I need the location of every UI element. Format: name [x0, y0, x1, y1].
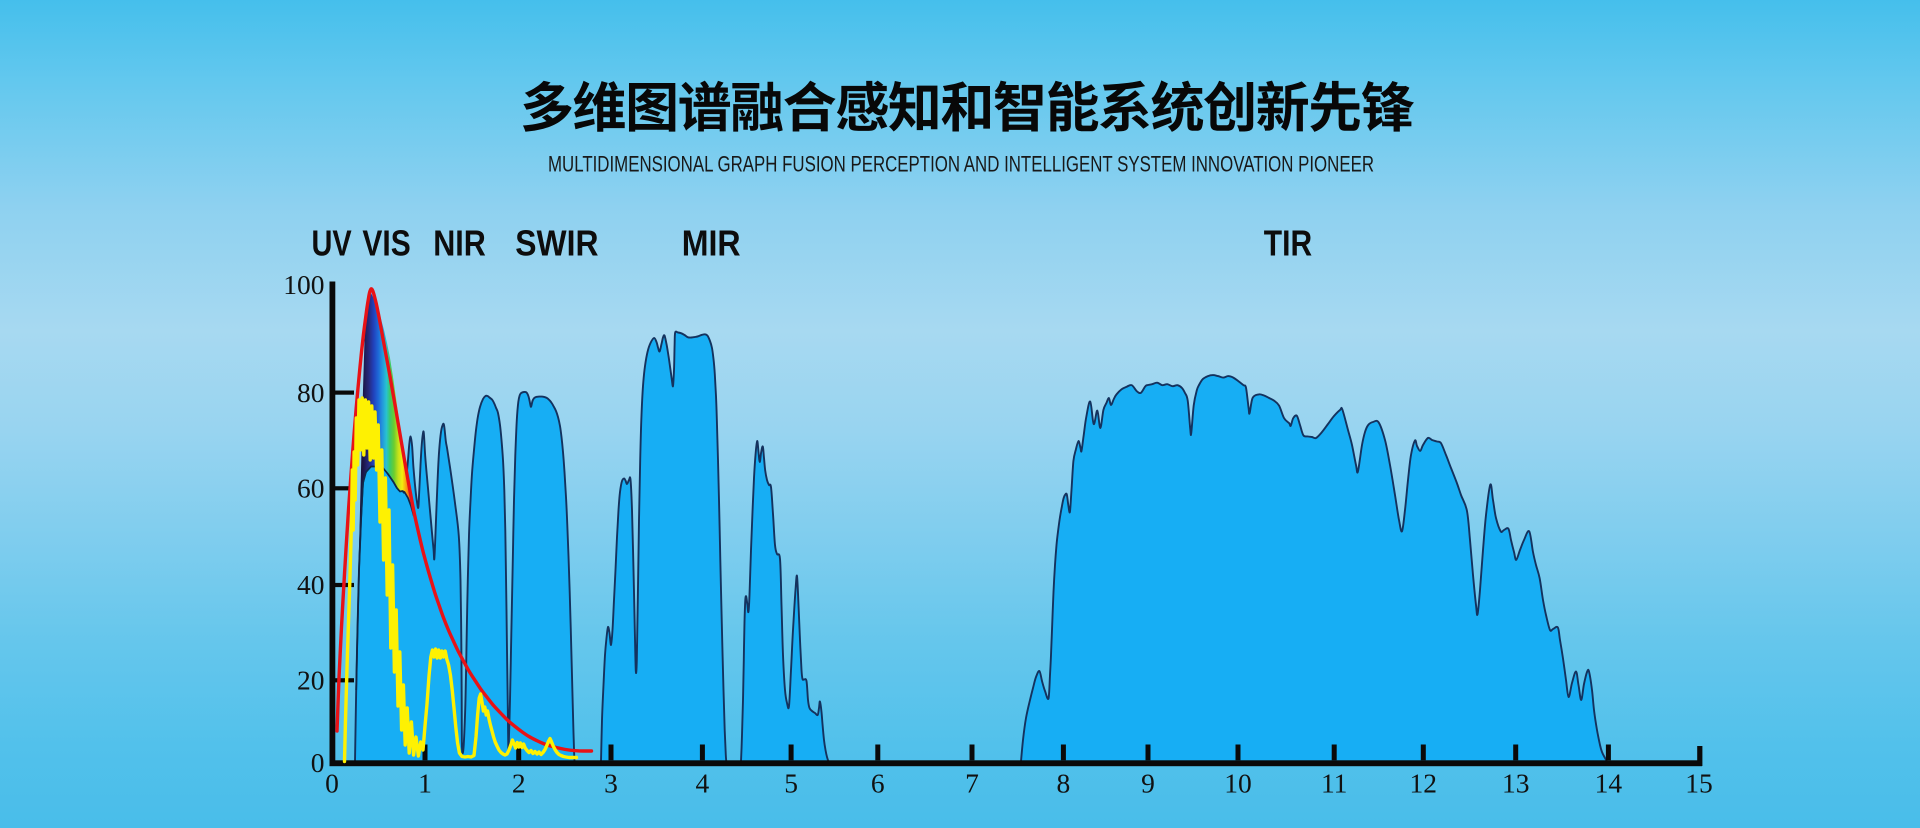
- svg-text:7: 7: [965, 768, 979, 799]
- svg-text:UV: UV: [312, 223, 353, 264]
- svg-text:3: 3: [604, 768, 618, 799]
- svg-text:20: 20: [297, 665, 325, 696]
- svg-text:VIS: VIS: [362, 223, 410, 264]
- svg-text:1: 1: [418, 768, 432, 799]
- svg-text:0: 0: [311, 747, 325, 778]
- svg-text:15: 15: [1685, 768, 1713, 799]
- svg-text:11: 11: [1321, 768, 1347, 799]
- svg-text:2: 2: [512, 768, 526, 799]
- svg-text:8: 8: [1057, 768, 1071, 799]
- svg-text:TIR: TIR: [1264, 223, 1312, 264]
- svg-text:NIR: NIR: [433, 223, 486, 264]
- svg-text:60: 60: [297, 473, 325, 504]
- svg-text:0: 0: [325, 768, 339, 799]
- svg-text:4: 4: [696, 768, 710, 799]
- svg-text:13: 13: [1502, 768, 1530, 799]
- svg-text:14: 14: [1595, 768, 1623, 799]
- svg-text:9: 9: [1141, 768, 1155, 799]
- svg-text:SWIR: SWIR: [515, 223, 598, 264]
- svg-text:40: 40: [297, 569, 325, 600]
- svg-text:6: 6: [871, 768, 885, 799]
- svg-text:5: 5: [784, 768, 798, 799]
- svg-text:100: 100: [283, 269, 324, 300]
- svg-text:MULTIDIMENSIONAL GRAPH FUSION: MULTIDIMENSIONAL GRAPH FUSION PERCEPTION…: [548, 152, 1374, 177]
- svg-text:12: 12: [1410, 768, 1438, 799]
- svg-text:80: 80: [297, 377, 325, 408]
- svg-text:10: 10: [1224, 768, 1252, 799]
- svg-text:MIR: MIR: [682, 223, 741, 264]
